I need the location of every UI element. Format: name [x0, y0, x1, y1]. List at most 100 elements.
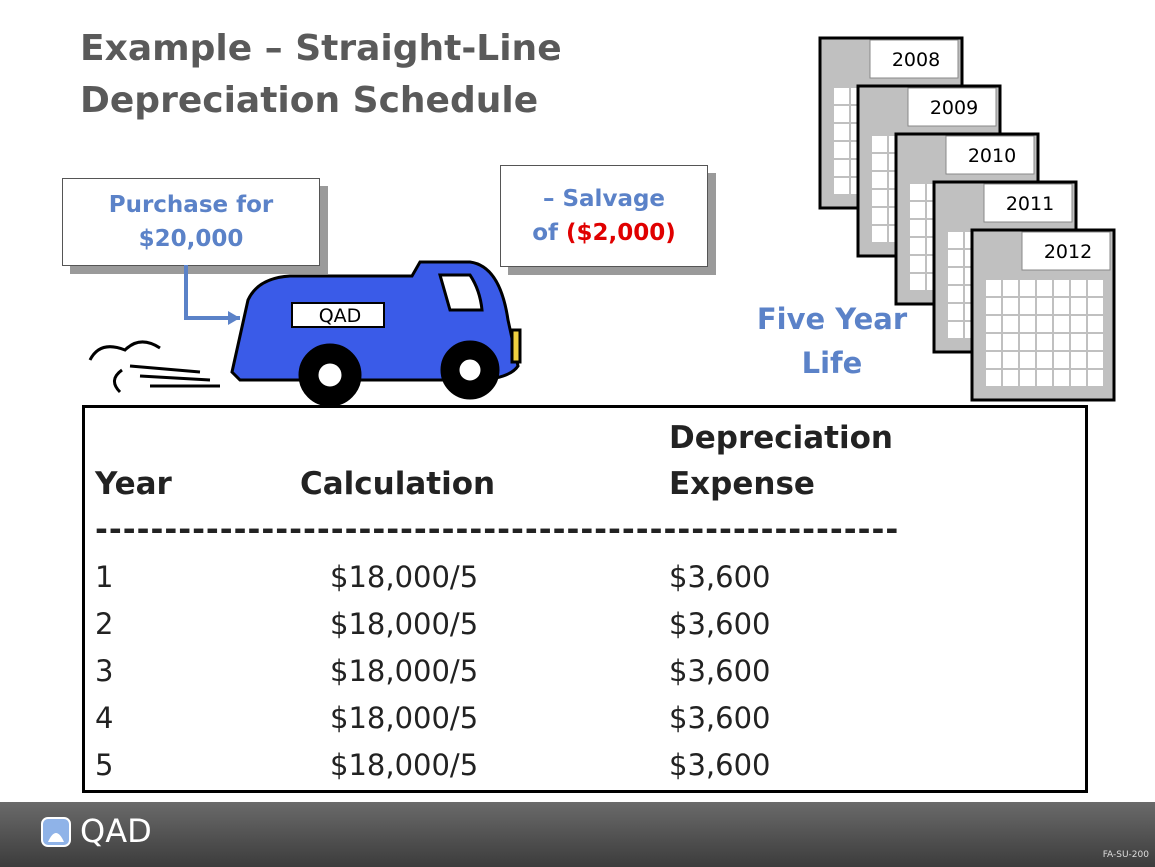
calendar-cell: [1071, 280, 1086, 296]
calendar-cell: [910, 238, 925, 254]
slide: Example – Straight-Line Depreciation Sch…: [0, 0, 1155, 867]
arrow-head: [228, 311, 240, 325]
calendar-cell: [1037, 370, 1052, 386]
calendar-cell: [1003, 298, 1018, 314]
calendar-year: 2008: [892, 49, 940, 71]
calendar-cell: [1020, 334, 1035, 350]
table-cell: 2: [95, 607, 113, 641]
calendar-cell: [1088, 334, 1103, 350]
table-cell: $18,000/5: [330, 654, 478, 688]
calendar-cell: [1054, 370, 1069, 386]
calendar-cell: [834, 160, 849, 176]
calendar-cell: [1088, 352, 1103, 368]
calendar-cell: [1054, 280, 1069, 296]
calendar-cell: [1020, 298, 1035, 314]
calendar-year: 2011: [1006, 193, 1054, 215]
calendar-cell: [834, 142, 849, 158]
calendar-cell: [1037, 280, 1052, 296]
calendar-cell: [1003, 352, 1018, 368]
footer: QAD FA-SU-200: [0, 802, 1155, 867]
footer-logo: QAD: [80, 812, 152, 850]
calendar-cell: [1020, 352, 1035, 368]
header-cell: Depreciation: [669, 420, 893, 456]
truck-logo: QAD: [319, 305, 362, 327]
calendar-cell: [1071, 316, 1086, 332]
calendar-cell: [1003, 280, 1018, 296]
calendar-cell: [1037, 334, 1052, 350]
table-cell: 3: [95, 654, 113, 688]
calendar-cell: [948, 250, 963, 266]
calendar-cell: [1020, 280, 1035, 296]
calendar-cell: [834, 178, 849, 194]
calendar-cell: [1071, 298, 1086, 314]
table-cell: 1: [95, 560, 113, 594]
schedule-table: Depreciation Year Calculation Expense --…: [82, 405, 1088, 793]
logo-icon: [40, 816, 72, 848]
calendar-cell: [872, 226, 887, 242]
calendar-year: 2012: [1044, 241, 1092, 263]
calendar-cell: [1071, 334, 1086, 350]
table-cell: 5: [95, 748, 113, 782]
calendar-cell: [1037, 298, 1052, 314]
calendar-cell: [1003, 370, 1018, 386]
calendar-cell: [948, 232, 963, 248]
calendar-cell: [1088, 280, 1103, 296]
calendar-cell: [834, 88, 849, 104]
calendar-cell: [986, 334, 1001, 350]
table-cell: $3,600: [669, 654, 770, 688]
calendar-cell: [872, 172, 887, 188]
calendar-year: 2010: [968, 145, 1016, 167]
calendar-cell: [1054, 334, 1069, 350]
calendar-cell: [1071, 370, 1086, 386]
calendar-cell: [910, 202, 925, 218]
calendar-cell: [986, 352, 1001, 368]
header-cell: Expense: [669, 466, 815, 502]
table-cell: 4: [95, 701, 113, 735]
calendar-cell: [872, 190, 887, 206]
header-cell: Calculation: [300, 466, 495, 502]
table-cell: $3,600: [669, 560, 770, 594]
calendar-cell: [1037, 316, 1052, 332]
calendar-cell: [986, 316, 1001, 332]
calendar-cell: [1003, 316, 1018, 332]
calendar-cell: [1054, 352, 1069, 368]
calendar-cell: [948, 322, 963, 338]
calendar-cell: [1020, 370, 1035, 386]
calendar-cell: [1088, 298, 1103, 314]
table-cell: $18,000/5: [330, 748, 478, 782]
calendar-cell: [1088, 316, 1103, 332]
calendar-cell: [834, 124, 849, 140]
calendar-cell: [1020, 316, 1035, 332]
calendar-cell: [986, 370, 1001, 386]
calendar-cell: [910, 184, 925, 200]
calendar-cell: [1037, 352, 1052, 368]
table-cell: $18,000/5: [330, 701, 478, 735]
table-cell: $18,000/5: [330, 607, 478, 641]
table-cell: $18,000/5: [330, 560, 478, 594]
calendar-cell: [1071, 352, 1086, 368]
calendar-cell: [948, 268, 963, 284]
calendar-cell: [910, 256, 925, 272]
truck: [90, 262, 520, 405]
calendar-cell: [1054, 298, 1069, 314]
table-cell: $3,600: [669, 701, 770, 735]
calendar-cell: [1054, 316, 1069, 332]
calendar-cell: [948, 304, 963, 320]
calendar-cell: [872, 154, 887, 170]
calendar-cell: [1088, 370, 1103, 386]
calendar-cell: [986, 298, 1001, 314]
header-cell: Year: [95, 466, 172, 502]
table-cell: $3,600: [669, 748, 770, 782]
calendar-cell: [834, 106, 849, 122]
calendar-cell: [872, 208, 887, 224]
calendar-cell: [948, 286, 963, 302]
life-label: Five Year: [732, 302, 932, 336]
divider: ----------------------------------------…: [95, 512, 899, 548]
arrow: [186, 265, 240, 318]
calendar-cell: [986, 280, 1001, 296]
footer-code: FA-SU-200: [1103, 850, 1149, 860]
calendar-cell: [872, 136, 887, 152]
life-label: Life: [732, 346, 932, 380]
calendar-year: 2009: [930, 97, 978, 119]
calendar-cell: [910, 220, 925, 236]
